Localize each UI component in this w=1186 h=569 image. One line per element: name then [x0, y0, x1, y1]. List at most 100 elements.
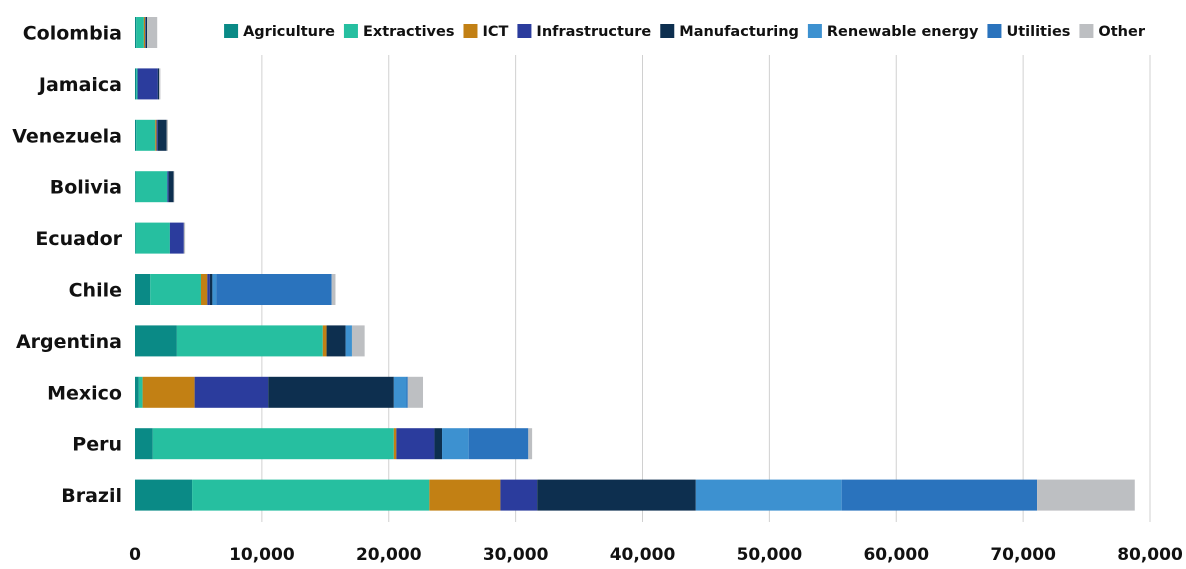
bar-peru-other: [528, 428, 533, 460]
bar-bolivia-extractives: [135, 171, 168, 203]
legend-swatch-renewable-energy: [807, 24, 822, 38]
bar-peru-agriculture: [135, 428, 153, 460]
legend-item-agriculture: Agriculture: [224, 24, 335, 40]
legend-swatch-utilities: [987, 24, 1002, 38]
legend-label-extractives: Extractives: [363, 24, 455, 40]
category-label-ecuador: Ecuador: [35, 228, 122, 250]
x-tick-labels: 0 10,000 20,000 30,000 40,000 50,000 60,000 70,…: [129, 545, 1183, 565]
bar-mexico-manufacturing: [268, 376, 394, 408]
bar-mexico-renewable-energy: [393, 376, 407, 408]
legend-item-utilities: Utilities: [987, 24, 1070, 40]
category-label-chile: Chile: [69, 280, 122, 302]
gridlines: [261, 55, 1151, 522]
bar-mexico-ict: [142, 376, 195, 408]
x-tick-label-5: 50,000: [737, 545, 803, 565]
legend-label-infrastructure: Infrastructure: [536, 24, 651, 40]
legend-label-ict: ICT: [482, 24, 508, 40]
legend-label-other: Other: [1098, 24, 1145, 40]
bar-peru-ict: [393, 428, 397, 460]
x-tick-label-8: 80,000: [1117, 545, 1183, 565]
bar-venezuela-ict: [155, 119, 157, 151]
bar-chile-utilities: [216, 274, 332, 305]
legend-item-other: Other: [1079, 24, 1146, 40]
bar-colombia-ict: [143, 17, 146, 48]
category-label-colombia: Colombia: [23, 23, 122, 45]
bar-chile-infrastructure: [207, 274, 210, 305]
x-tick-label-6: 60,000: [863, 545, 929, 565]
legend-label-agriculture: Agriculture: [243, 24, 335, 40]
bar-chile-extractives: [150, 274, 201, 305]
bar-brazil-extractives: [192, 479, 430, 511]
legend-swatch-manufacturing: [660, 24, 675, 38]
x-tick-label-3: 30,000: [483, 545, 549, 565]
bars: [135, 17, 1135, 511]
bar-argentina-ict: [322, 325, 327, 357]
x-tick-label-2: 20,000: [356, 545, 422, 565]
legend: Agriculture Extractives ICT Infrastructure M…: [224, 24, 1146, 40]
bar-mexico-other: [407, 376, 424, 408]
bar-venezuela-infrastructure: [156, 119, 158, 151]
bar-venezuela-manufacturing: [157, 119, 167, 151]
legend-item-renewable-energy: Renewable energy: [807, 24, 979, 40]
bar-jamaica-extractives: [136, 68, 138, 100]
category-label-jamaica: Jamaica: [37, 74, 122, 96]
bar-venezuela-extractives: [136, 119, 156, 151]
bar-peru-manufacturing: [434, 428, 443, 460]
bar-argentina-renewable-energy: [345, 325, 352, 357]
bar-argentina-agriculture: [135, 325, 177, 357]
bar-venezuela-other: [166, 119, 168, 151]
legend-item-ict: ICT: [463, 24, 509, 40]
category-label-mexico: Mexico: [47, 382, 122, 404]
bar-peru-utilities: [468, 428, 529, 460]
bar-jamaica-agriculture: [135, 68, 137, 100]
bar-brazil-agriculture: [135, 479, 193, 511]
bar-mexico-extractives: [138, 376, 143, 408]
bar-brazil-manufacturing: [537, 479, 696, 511]
bar-chile-manufacturing: [209, 274, 213, 305]
category-labels: Colombia Jamaica Venezuela Bolivia Ecuador Ch…: [12, 23, 122, 508]
x-tick-label-7: 70,000: [990, 545, 1056, 565]
bar-colombia-extractives: [136, 17, 144, 48]
x-tick-label-4: 40,000: [610, 545, 676, 565]
category-label-brazil: Brazil: [61, 485, 122, 507]
legend-label-renewable-energy: Renewable energy: [827, 24, 979, 40]
bar-chile-ict: [200, 274, 208, 305]
x-tick-label-1: 10,000: [229, 545, 295, 565]
legend-item-manufacturing: Manufacturing: [660, 24, 799, 40]
bar-mexico-utilities: [406, 376, 408, 408]
bar-bolivia-agriculture: [135, 171, 136, 203]
bar-brazil-renewable-energy: [695, 479, 842, 511]
category-label-bolivia: Bolivia: [50, 177, 122, 199]
bar-jamaica-infrastructure: [137, 68, 158, 100]
legend-swatch-other: [1079, 24, 1094, 38]
bar-colombia-agriculture: [135, 17, 137, 48]
bar-colombia-other: [147, 17, 158, 48]
category-label-venezuela: Venezuela: [12, 125, 122, 147]
legend-item-infrastructure: Infrastructure: [517, 24, 651, 40]
bar-ecuador-extractives: [135, 222, 170, 254]
bar-ecuador-infrastructure: [169, 222, 184, 254]
bar-peru-infrastructure: [396, 428, 435, 460]
legend-item-extractives: Extractives: [343, 24, 455, 40]
category-label-peru: Peru: [72, 434, 122, 456]
legend-label-manufacturing: Manufacturing: [679, 24, 799, 40]
bar-bolivia-manufacturing: [168, 171, 174, 203]
bar-argentina-extractives: [176, 325, 323, 357]
legend-swatch-ict: [463, 24, 478, 38]
legend-label-utilities: Utilities: [1006, 24, 1070, 40]
bar-venezuela-agriculture: [135, 119, 137, 151]
bar-argentina-manufacturing: [326, 325, 346, 357]
bar-ecuador-other: [183, 222, 186, 254]
bar-chile-other: [331, 274, 336, 305]
bar-ecuador-agriculture: [135, 222, 136, 254]
bar-brazil-utilities: [841, 479, 1038, 511]
bar-jamaica-other: [159, 68, 161, 100]
x-tick-label-0: 0: [129, 545, 141, 565]
legend-swatch-agriculture: [224, 24, 239, 38]
category-label-argentina: Argentina: [16, 331, 122, 353]
legend-swatch-extractives: [343, 24, 358, 38]
bar-brazil-infrastructure: [500, 479, 538, 511]
bar-bolivia-infrastructure: [167, 171, 169, 203]
